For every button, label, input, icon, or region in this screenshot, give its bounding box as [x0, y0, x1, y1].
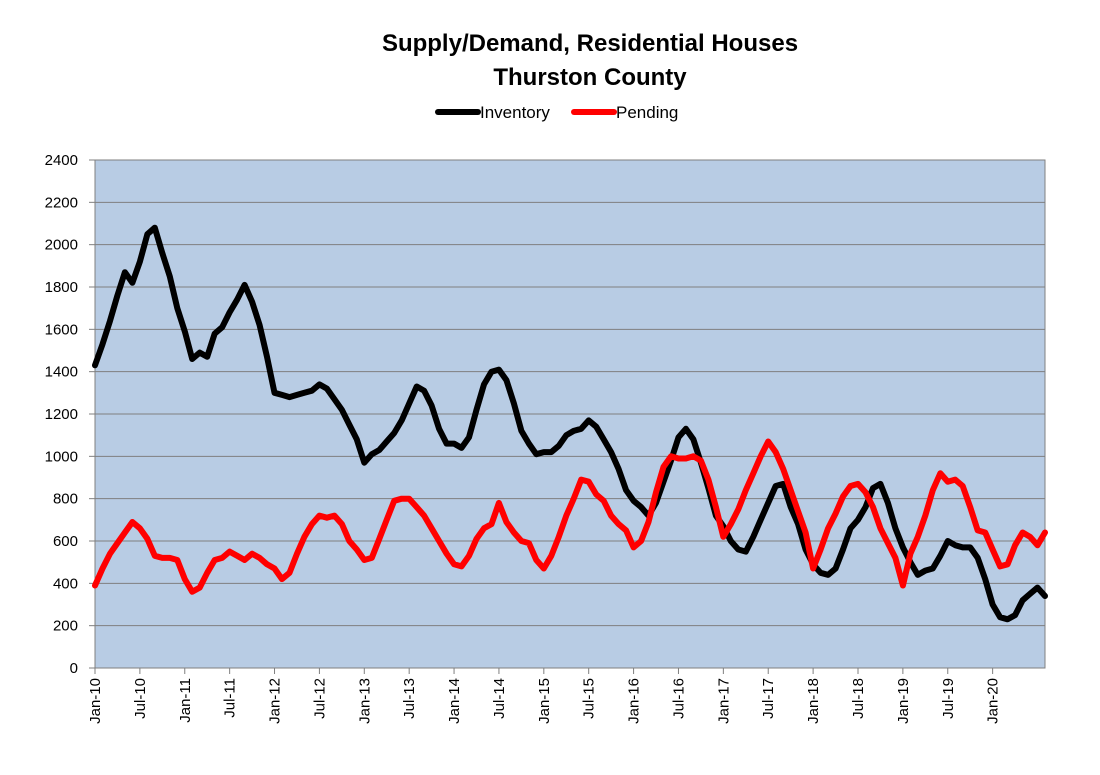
x-tick-label: Jul-19 — [940, 678, 957, 719]
y-tick-label: 1600 — [45, 321, 78, 338]
x-tick-label: Jul-10 — [132, 678, 149, 719]
x-tick-label: Jul-14 — [491, 678, 508, 719]
gridlines — [95, 159, 1045, 669]
legend-label-pending: Pending — [616, 103, 678, 122]
x-tick-label: Jan-18 — [805, 678, 822, 724]
y-tick-label: 1400 — [45, 364, 78, 381]
y-tick-label: 2000 — [45, 237, 78, 254]
x-tick-label: Jan-19 — [895, 678, 912, 724]
x-tick-label: Jul-12 — [311, 678, 328, 719]
y-tick-label: 800 — [53, 491, 78, 508]
x-tick-label: Jan-16 — [626, 678, 643, 724]
x-tick-label: Jul-11 — [222, 678, 239, 718]
x-tick-label: Jul-13 — [401, 678, 418, 719]
x-tick-label: Jan-17 — [715, 678, 732, 724]
y-tick-label: 2200 — [45, 194, 78, 211]
x-tick-label: Jul-16 — [670, 678, 687, 719]
x-tick-label: Jan-12 — [267, 678, 284, 724]
x-tick-label: Jul-17 — [760, 678, 777, 719]
x-tick-label: Jul-15 — [581, 678, 598, 719]
x-tick-label: Jan-13 — [356, 678, 373, 724]
x-tick-label: Jan-14 — [446, 678, 463, 724]
y-tick-label: 0 — [70, 660, 78, 677]
series-line-inventory — [92, 224, 1048, 623]
x-tick-label: Jul-18 — [850, 678, 867, 719]
x-tick-label: Jan-15 — [536, 678, 553, 724]
y-axis: 0 200 400 600 800 1000 1200 1400 1600 1800 2000 220… — [45, 152, 95, 677]
series-layer — [92, 224, 1048, 623]
y-tick-label: 400 — [53, 575, 78, 592]
y-tick-label: 2400 — [45, 152, 78, 169]
legend-label-inventory: Inventory — [480, 103, 550, 122]
y-tick-label: 200 — [53, 618, 78, 635]
y-tick-label: 600 — [53, 533, 78, 550]
x-tick-label: Jan-10 — [87, 678, 104, 724]
chart-subtitle: Thurston County — [493, 64, 687, 91]
series-line-pending — [92, 438, 1048, 595]
x-axis: Jan-10 Jul-10 Jan-11 Jul-11 Jan-12 Jul-12 Jan-… — [87, 668, 1002, 724]
legend: Inventory Pending — [435, 103, 678, 122]
y-tick-label: 1800 — [45, 279, 78, 296]
x-tick-label: Jan-11 — [177, 678, 194, 723]
chart-title: Supply/Demand, Residential Houses — [381, 30, 799, 57]
x-tick-label: Jan-20 — [985, 678, 1002, 724]
y-tick-label: 1000 — [45, 448, 78, 465]
y-tick-label: 1200 — [45, 406, 78, 423]
